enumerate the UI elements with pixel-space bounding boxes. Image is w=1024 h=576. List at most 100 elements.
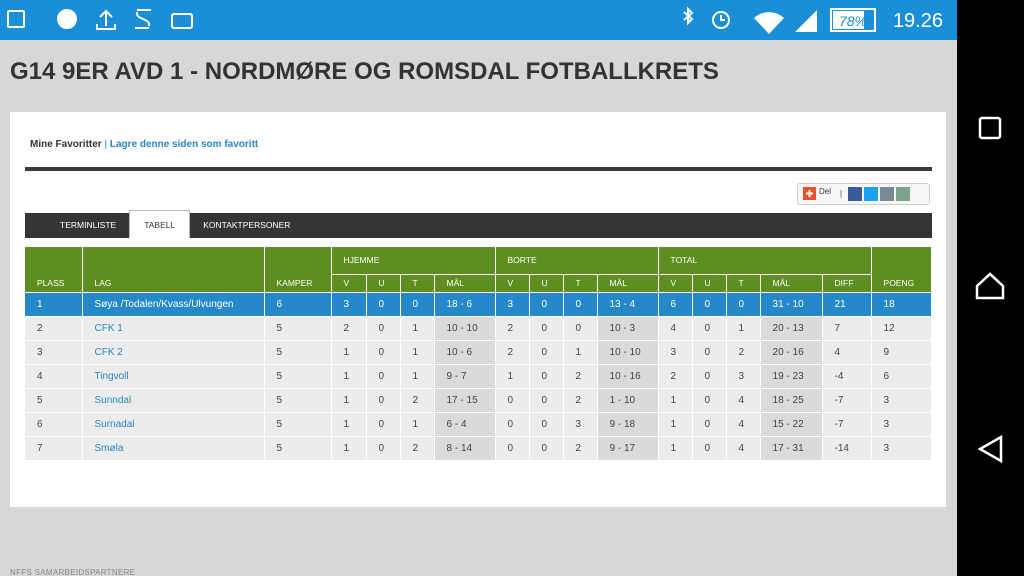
table-cell: 1 [331,363,367,388]
team-cell: CFK 1 [82,315,265,340]
table-cell: 18 [871,291,932,316]
table-cell: 4 [658,315,693,340]
table-cell: -7 [822,411,872,436]
table-cell: 5 [264,339,332,364]
table-cell: 7 [822,315,872,340]
table-cell: -14 [822,435,872,460]
table-cell: 2 [563,387,598,412]
table-cell: 1 [331,411,367,436]
table-cell: 6 [264,291,332,316]
table-cell: 20 - 13 [760,315,823,340]
table-cell: 3 [871,435,932,460]
table-cell: 0 [692,435,727,460]
team-link[interactable]: Tingvoll [94,370,129,382]
share-widget[interactable]: Del [797,183,930,205]
table-row: 7 Smøla 5 1 0 2 8 - 14 0 0 2 9 - 17 1 0 4 17 - 31 -14 3 [25,435,932,460]
team-link[interactable]: CFK 2 [94,346,123,358]
table-cell: 1 [658,435,693,460]
tab-active[interactable]: TABELL [129,210,191,238]
header-sub-cell: T [726,273,761,292]
team-cell: Sunndal [82,387,265,412]
header-cell: POENG [871,247,932,292]
team-link[interactable]: CFK 1 [94,322,123,334]
table-cell: 2 [658,363,693,388]
home-button[interactable] [975,272,1005,300]
table-cell: 1 [563,339,598,364]
table-cell: 4 [726,435,761,460]
table-cell: 18 - 25 [760,387,823,412]
table-cell: 0 [529,339,564,364]
table-cell: 1 [331,339,367,364]
table-cell: 6 - 4 [434,411,496,436]
team-cell: Tingvoll [82,363,265,388]
team-link[interactable]: Smøla [94,442,124,454]
table-cell: 9 - 7 [434,363,496,388]
table-cell: 0 [529,315,564,340]
tab[interactable]: KONTAKTPERSONER [203,220,291,230]
table-cell: 1 [331,387,367,412]
header-group: BORTE [495,247,659,274]
table-cell: 10 - 10 [597,339,659,364]
header-group: HJEMME [331,247,496,274]
header-group: TOTAL [658,247,872,274]
table-cell: 1 [495,363,530,388]
table-cell: 1 [331,435,367,460]
tab-bar: TERMINLISTE TABELL KONTAKTPERSONER [25,210,932,238]
back-button[interactable] [977,434,1003,464]
table-row: 3 CFK 2 5 1 0 1 10 - 6 2 0 1 10 - 10 3 0 2 20 - 16 4 9 [25,339,932,364]
table-row: 2 CFK 1 5 2 0 1 10 - 10 2 0 0 10 - 3 4 0 1 20 - 13 7 12 [25,315,932,340]
table-cell: 0 [529,435,564,460]
table-cell: 0 [400,291,435,316]
table-cell: 8 - 14 [434,435,496,460]
table-cell: 1 [400,363,435,388]
team-link[interactable]: Sunndal [94,394,132,406]
table-cell: 9 [871,339,932,364]
header-sub-cell: DIFF [822,273,872,292]
table-cell: 17 - 15 [434,387,496,412]
table-cell: 1 [400,315,435,340]
table-cell: 19 - 23 [760,363,823,388]
table-cell: 0 [563,291,598,316]
table-cell: 3 [495,291,530,316]
table-cell: 1 [400,339,435,364]
table-cell: 1 [25,291,83,316]
table-cell: 0 [495,411,530,436]
table-cell: 13 - 4 [597,291,659,316]
team-cell: Surnadal [82,411,265,436]
table-cell: 4 [822,339,872,364]
team-link[interactable]: Surnadal [94,418,135,430]
table-cell: 0 [366,315,401,340]
table-cell: 1 [658,411,693,436]
table-cell: -7 [822,387,872,412]
favorites: Mine Favoritter | Lagre denne siden som … [30,139,258,150]
table-cell: 9 - 18 [597,411,659,436]
tab[interactable]: TERMINLISTE [60,220,117,230]
header-sub-cell: MÅL [434,273,496,292]
recent-button[interactable] [978,116,1002,140]
table-cell: 12 [871,315,932,340]
table-cell: 0 [692,411,727,436]
table-cell: 2 [331,315,367,340]
clock: 19.26 [893,10,943,32]
table-cell: 3 [871,411,932,436]
header-sub-cell: V [331,273,367,292]
table-cell: 5 [264,315,332,340]
table-cell: 0 [366,291,401,316]
save-favorite-link[interactable]: Lagre denne siden som favoritt [109,139,259,150]
table-cell: 0 [366,411,401,436]
nav-bar [957,0,1024,576]
team-link[interactable]: Søya /Todalen/Kvass/Ulvungen [94,298,234,310]
battery-level: 78% [839,13,867,29]
team-cell: Smøla [82,435,265,460]
status-bar: 78% 19.26 [0,0,957,40]
page-title: G14 9ER AVD 1 - NORDMØRE OG ROMSDAL FOTB… [10,58,719,85]
table-cell: 6 [25,411,83,436]
table-cell: 18 - 6 [434,291,496,316]
header-sub-cell: V [495,273,530,292]
table-cell: 0 [366,339,401,364]
share-icons: Del [803,187,910,201]
table-cell: 5 [264,411,332,436]
table-cell: 2 [726,339,761,364]
